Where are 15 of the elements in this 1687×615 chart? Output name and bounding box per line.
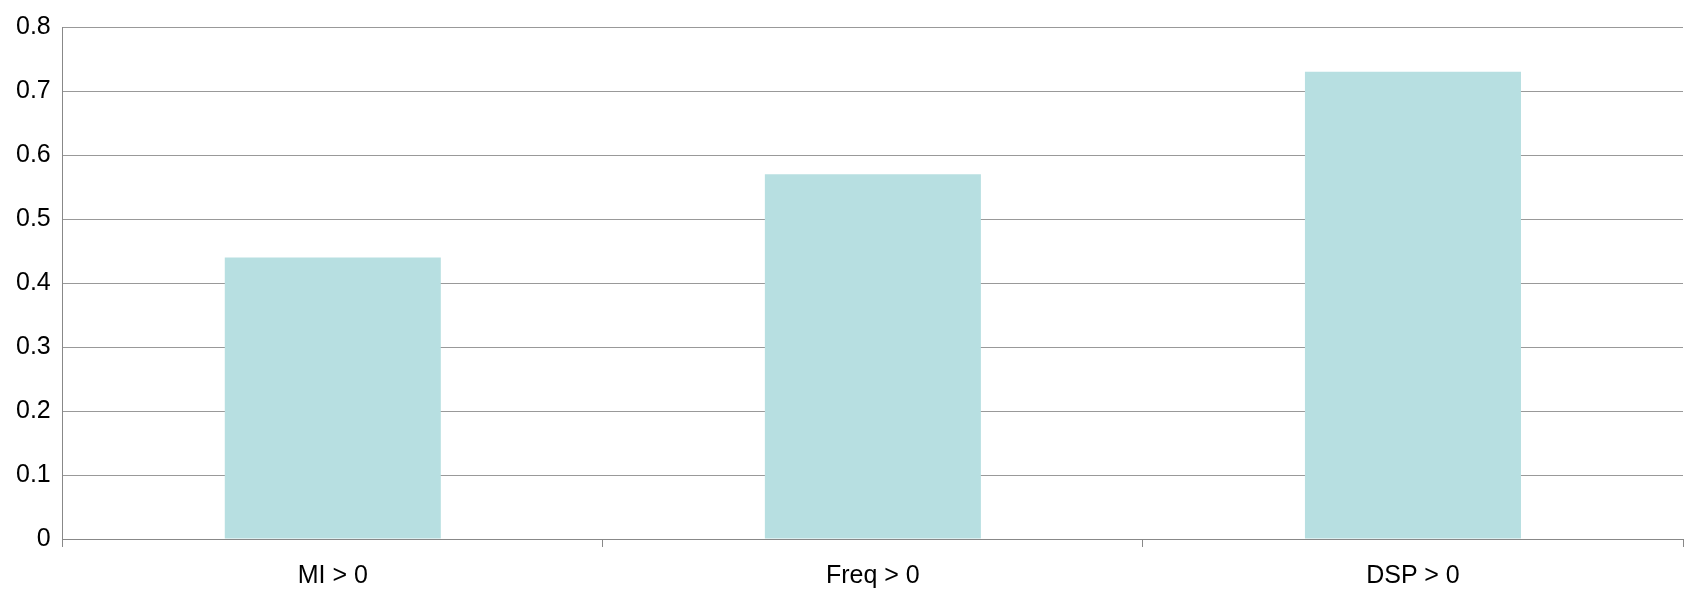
y-tick-label: 0.6 xyxy=(15,138,51,167)
y-tick-label: 0.8 xyxy=(15,10,51,39)
bar xyxy=(224,257,441,539)
y-tick-label: 0.1 xyxy=(15,458,51,487)
bar xyxy=(1304,71,1521,539)
y-tick-label: 0.7 xyxy=(15,74,51,103)
x-tick-label: Freq > 0 xyxy=(825,559,920,588)
y-tick-label: 0.3 xyxy=(15,330,51,359)
y-tick-label: 0.4 xyxy=(15,266,51,295)
y-tick-label: 0.2 xyxy=(15,394,51,423)
y-tick-label: 0 xyxy=(36,522,51,551)
x-tick-label: DSP > 0 xyxy=(1366,559,1460,588)
y-tick-label: 0.5 xyxy=(15,202,51,231)
bar xyxy=(764,174,981,539)
x-tick-label: MI > 0 xyxy=(297,559,368,588)
